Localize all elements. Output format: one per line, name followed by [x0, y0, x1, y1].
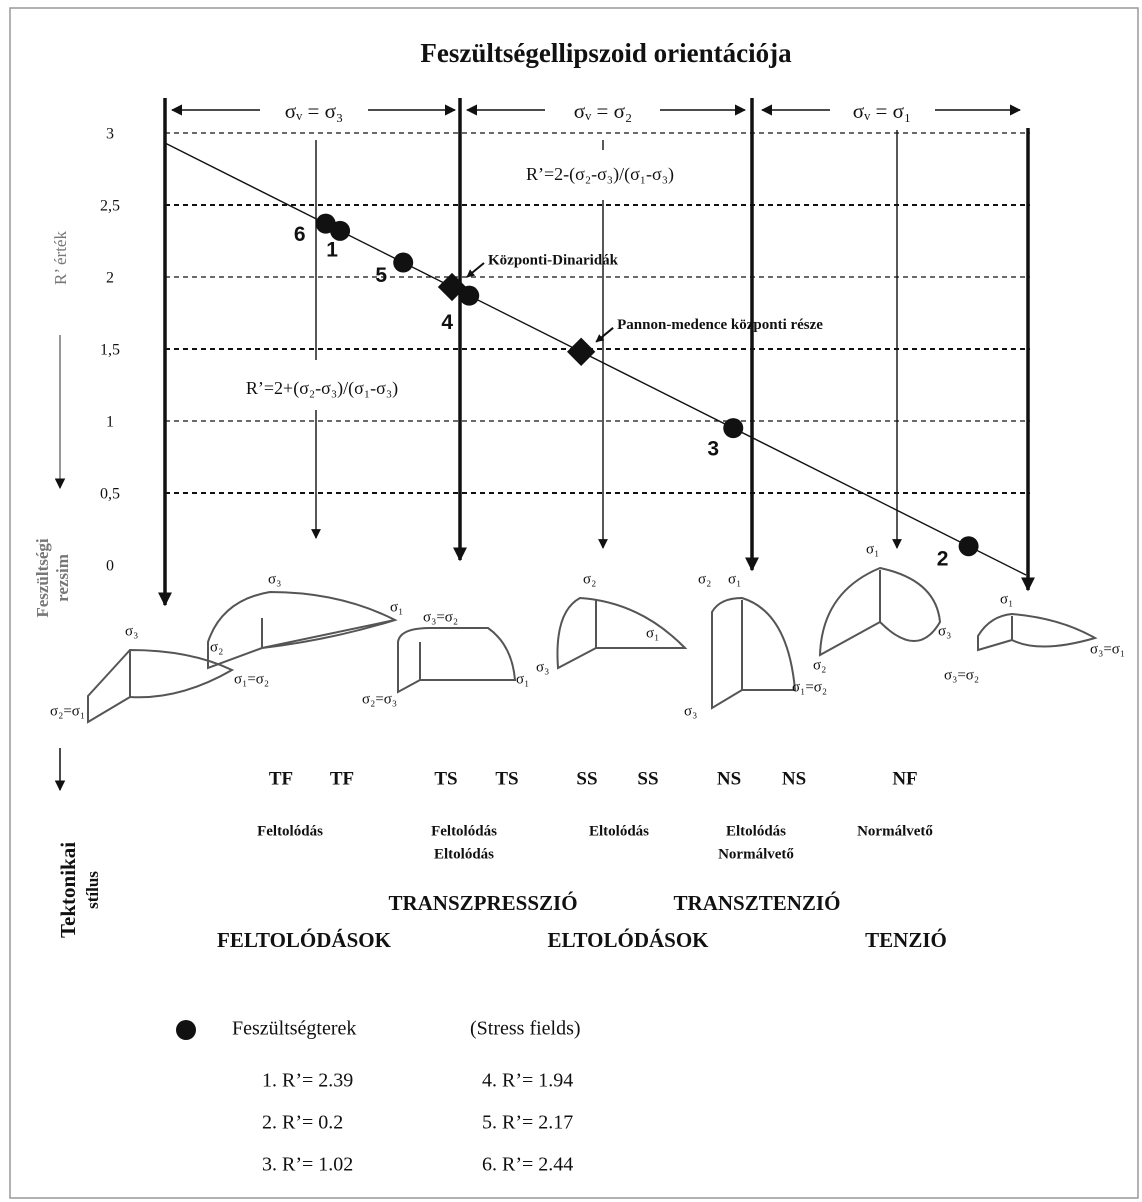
- side-label: Feszültségi: [33, 538, 52, 618]
- regime-code: SS: [576, 768, 597, 789]
- legend-title: Feszültségterek: [232, 1018, 356, 1040]
- stress-axis-label: σ₃: [938, 623, 951, 639]
- title: Feszültségellipszoid orientációja: [420, 38, 792, 68]
- regime-code: TS: [495, 768, 518, 789]
- side-label: rezsim: [53, 554, 72, 602]
- y-tick-label: 2,5: [100, 198, 120, 215]
- legend-entry: 2. R’= 0.2: [262, 1112, 343, 1134]
- stress-field-point: [459, 285, 480, 306]
- stress-axis-label: σ₃=σ₁: [1090, 641, 1125, 657]
- frame: [9, 7, 1139, 1199]
- legend-entry: 1. R’= 2.39: [262, 1070, 353, 1092]
- fault-type: Feltolódás: [257, 823, 323, 839]
- regime-header: σᵥ = σ₂: [574, 99, 632, 123]
- stress-axis-label: σ₁: [646, 625, 659, 641]
- fault-type: Feltolódás: [431, 823, 497, 839]
- y-tick-label: 1: [106, 414, 114, 431]
- locality-label: Pannon-medence központi része: [617, 317, 823, 333]
- legend-entry: 4. R’= 1.94: [482, 1070, 573, 1092]
- locality-marker: [567, 337, 596, 366]
- legend-symbol: [176, 1020, 196, 1040]
- legend-entries: 1. R’= 2.39 2. R’= 0.2 3. R’= 1.02 4. R’…: [262, 1070, 573, 1176]
- stress-axis-label: σ₂: [583, 571, 596, 587]
- regime-code: NS: [717, 768, 741, 789]
- stress-axis-label: σ₃: [268, 571, 281, 587]
- stress-field-label: 1: [326, 238, 338, 261]
- regime-header: σᵥ = σ₃: [285, 99, 343, 123]
- fault-type: Eltolódás: [589, 823, 649, 839]
- legend-subtitle: (Stress fields): [470, 1018, 581, 1040]
- stress-field-label: 2: [937, 548, 949, 571]
- stress-axis-label: σ₂=σ₃: [362, 691, 397, 707]
- r-line: [164, 142, 1027, 576]
- stress-axis-label: σ₁: [1000, 591, 1013, 607]
- y-tick-label: 0,5: [100, 486, 120, 503]
- tectonic-styles: TRANSZPRESSZIÓ TRANSZTENZIÓ FELTOLÓDÁSOK…: [217, 891, 947, 952]
- fault-types: Feltolódás Feltolódás Eltolódás Eltolódá…: [257, 823, 933, 862]
- stress-field-label: 5: [375, 264, 387, 287]
- stress-axis-label: σ₁: [390, 599, 403, 615]
- regime-header: σᵥ = σ₁: [853, 99, 911, 123]
- ellipsoids: [87, 566, 1098, 724]
- stress-axis-label: σ₁=σ₂: [234, 671, 269, 687]
- stress-field-point: [958, 536, 979, 557]
- locality-arrow: [466, 262, 485, 278]
- tectonic-style: FELTOLÓDÁSOK: [217, 928, 392, 952]
- stress-field-label: 3: [707, 438, 719, 461]
- stress-axis-label: σ₂: [698, 571, 711, 587]
- locality-label: Központi-Dinaridák: [488, 252, 619, 268]
- ellipsoid-labels: σ₃ σ₂=σ₁ σ₃ σ₁ σ₂ σ₁=σ₂ σ₃=σ₂ σ₂=σ₃ σ₁ σ…: [50, 541, 1125, 719]
- stress-axis-label: σ₁: [516, 671, 529, 687]
- stress-axis-label: σ₁: [728, 571, 741, 587]
- y-axis-label: R’ érték: [51, 231, 70, 285]
- stress-axis-label: σ₃=σ₂: [944, 667, 979, 683]
- tectonic-style: TRANSZPRESSZIÓ: [388, 891, 577, 915]
- tectonic-style: TRANSZTENZIÓ: [674, 891, 841, 915]
- fault-type: Normálvető: [718, 846, 794, 862]
- stress-axis-label: σ₂=σ₁: [50, 703, 85, 719]
- stress-axis-label: σ₂: [210, 639, 223, 655]
- locality-marker: [437, 272, 467, 302]
- y-tick-label: 2: [106, 270, 114, 287]
- legend-entry: 6. R’= 2.44: [482, 1154, 573, 1176]
- stress-field-point: [315, 213, 336, 234]
- fault-type: Eltolódás: [726, 823, 786, 839]
- fault-type: Eltolódás: [434, 846, 494, 862]
- stress-field-label: 4: [441, 311, 453, 334]
- side-label: stílus: [83, 871, 102, 909]
- regime-code: NF: [892, 768, 917, 789]
- formula: R’=2+(σ₂-σ₃)/(σ₁-σ₃): [246, 378, 398, 399]
- y-tick-label: 1,5: [100, 342, 120, 359]
- stress-axis-label: σ₃=σ₂: [423, 609, 458, 625]
- stress-axis-label: σ₃: [125, 623, 138, 639]
- stress-axis-label: σ₁=σ₂: [792, 679, 827, 695]
- tectonic-style: TENZIÓ: [865, 928, 947, 952]
- stress-axis-label: σ₂: [813, 657, 826, 673]
- tectonic-style: ELTOLÓDÁSOK: [547, 928, 709, 952]
- stress-field-label: 6: [294, 223, 306, 246]
- stress-axis-label: σ₃: [684, 703, 697, 719]
- stress-field-point: [393, 252, 414, 273]
- regime-boundaries: [158, 98, 1035, 607]
- regime-code: SS: [637, 768, 658, 789]
- stress-axis-label: σ₁: [866, 541, 879, 557]
- stress-axis-label: σ₃: [536, 659, 549, 675]
- y-tick-label: 0: [106, 558, 114, 575]
- regime-codes: TF TF TS TS SS SS NS NS NF: [269, 768, 918, 789]
- formula: R’=2-(σ₂-σ₃)/(σ₁-σ₃): [526, 164, 674, 185]
- regime-arrows: [311, 130, 902, 549]
- regime-code: NS: [782, 768, 806, 789]
- fault-type: Normálvető: [857, 823, 933, 839]
- stress-field-point: [723, 418, 744, 439]
- locality-arrow: [595, 327, 614, 343]
- legend-entry: 3. R’= 1.02: [262, 1154, 353, 1176]
- side-label: Tektonikai: [56, 842, 80, 938]
- regime-code: TF: [269, 768, 293, 789]
- regime-code: TF: [330, 768, 354, 789]
- legend-entry: 5. R’= 2.17: [482, 1112, 573, 1134]
- y-tick-label: 3: [106, 126, 114, 143]
- regime-code: TS: [434, 768, 457, 789]
